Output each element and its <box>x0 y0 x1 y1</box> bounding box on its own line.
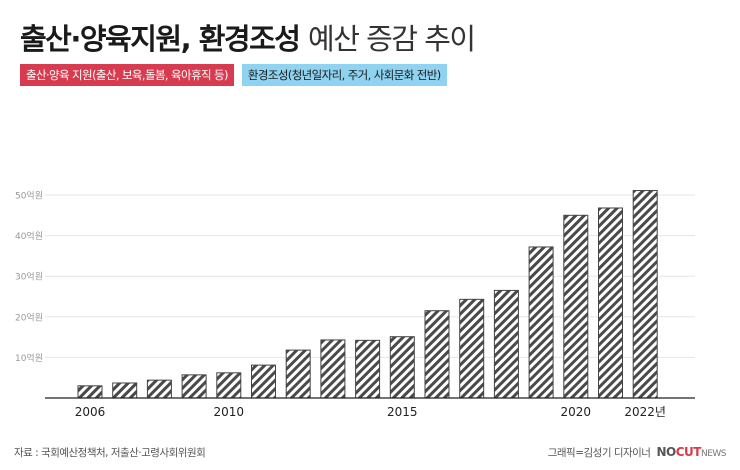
title-light: 예산 증감 추이 <box>308 22 476 56</box>
bar <box>146 379 172 399</box>
x-tick-label: 2020 <box>561 405 592 419</box>
credit: 그래픽=김성기 디자이너 NOCUTNEWS <box>547 445 727 460</box>
x-tick-label: 2022년 <box>624 405 666 419</box>
bar <box>424 310 450 399</box>
bar <box>251 364 276 399</box>
y-tick-label: 30억원 <box>15 271 43 283</box>
bar <box>216 372 242 399</box>
y-axis-ticks: 10억원 20억원 30억원 40억원 50억원 <box>15 190 43 364</box>
logo-part-cut: CUT <box>675 445 702 459</box>
gridlines <box>45 194 695 358</box>
y-tick-label: 20억원 <box>15 311 43 323</box>
page-title: 출산·양육지원, 환경조성 예산 증감 추이 <box>20 16 476 58</box>
title-bold: 출산·양육지원, 환경조성 <box>20 22 301 56</box>
bar <box>632 190 658 399</box>
bar <box>181 374 207 399</box>
x-axis-ticks: 2006 2010 2015 2020 2022년 <box>75 405 666 419</box>
bar <box>389 336 415 399</box>
bar <box>528 246 554 399</box>
x-tick-label: 2006 <box>75 405 106 419</box>
y-tick-label: 10억원 <box>15 352 43 364</box>
source-note: 자료 : 국회예산정책처, 저출산·고령사회위원회 <box>14 447 206 459</box>
bar <box>355 339 381 399</box>
legend-item-childcare: 출산·양육 지원(출산, 보육,돌봄, 육아휴직 등) <box>20 64 234 86</box>
x-tick-label: 2015 <box>387 405 418 419</box>
bar <box>563 214 589 399</box>
credit-text: 그래픽=김성기 디자이너 <box>547 447 651 459</box>
logo-part-news: NEWS <box>700 449 727 459</box>
legend-item-environment: 환경조성(청년일자리, 주거, 사회문화 전반) <box>241 64 447 86</box>
nocut-news-logo: NOCUTNEWS <box>656 445 726 459</box>
bar <box>459 298 485 399</box>
legend: 출산·양육 지원(출산, 보육,돌봄, 육아휴직 등) 환경조성(청년일자리, … <box>20 64 447 86</box>
bar <box>112 382 138 399</box>
y-tick-label: 50억원 <box>15 190 43 202</box>
logo-part-no: NO <box>656 445 676 459</box>
x-tick-label: 2010 <box>214 405 245 419</box>
bar <box>285 349 311 399</box>
bar <box>493 289 519 399</box>
bars <box>77 190 658 399</box>
y-tick-label: 40억원 <box>15 230 43 242</box>
bar <box>320 339 346 399</box>
bar <box>598 207 623 399</box>
bar <box>77 385 103 399</box>
